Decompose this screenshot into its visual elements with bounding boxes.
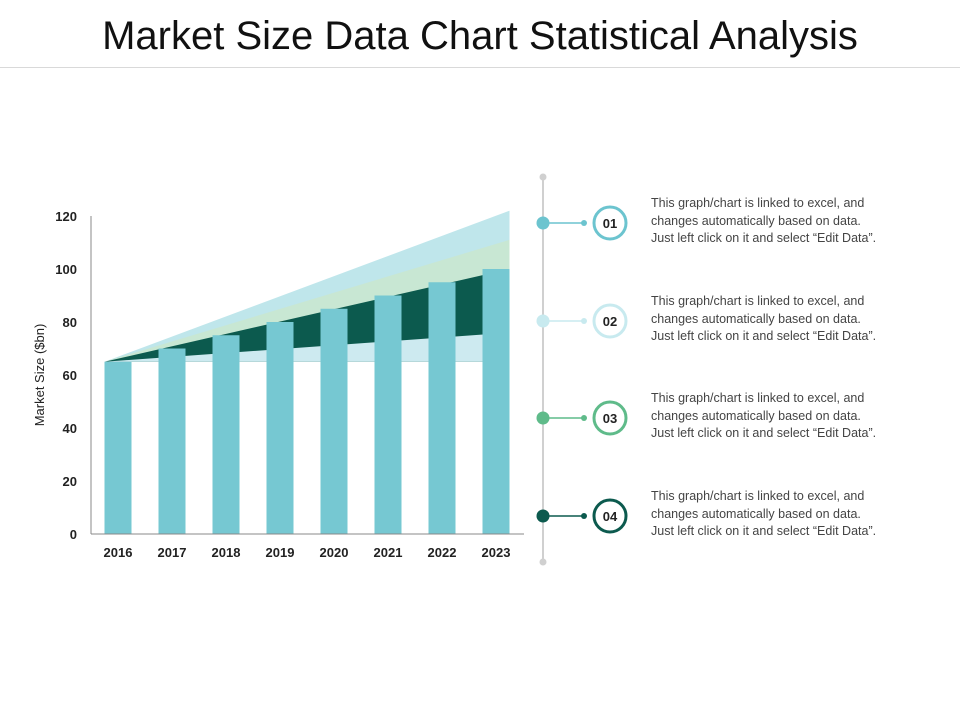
bar-2022 [428,282,456,534]
y-tick-label: 120 [55,209,77,224]
description-line: This graph/chart is linked to excel, and [651,489,865,503]
bar-2016 [104,361,132,534]
description-line: Just left click on it and select “Edit D… [651,426,877,440]
page-title: Market Size Data Chart Statistical Analy… [102,14,858,58]
y-tick-label: 20 [63,474,77,489]
description-line: This graph/chart is linked to excel, and [651,196,865,210]
x-tick-label: 2019 [266,545,295,560]
y-tick-label: 80 [63,315,77,330]
band-3 [104,269,510,362]
y-tick-label: 60 [63,368,77,383]
item-description: This graph/chart is linked to excel, and… [651,195,941,248]
x-tick-label: 2018 [212,545,241,560]
timeline-top-dot [539,173,547,181]
bar-2023 [482,269,510,534]
item-number: 04 [603,509,618,524]
description-line: changes automatically based on data. [651,213,861,228]
bar-2018 [212,335,240,534]
description-line: changes automatically based on data. [651,311,861,326]
item-number-badge [592,303,628,339]
item-number-badge [592,498,628,534]
band-4 [104,332,510,362]
bar-2019 [266,322,294,534]
description-line: Just left click on it and select “Edit D… [651,329,877,343]
description-line: changes automatically based on data. [651,506,861,521]
item-number-badge [592,400,628,436]
item-description: This graph/chart is linked to excel, and… [651,488,941,541]
x-tick-label: 2017 [158,545,187,560]
y-tick-label: 0 [70,527,77,542]
connector-dot [581,513,587,519]
description-line: This graph/chart is linked to excel, and [651,294,865,308]
bar-2021 [374,295,402,534]
title-divider [0,67,960,68]
connector-dot [581,318,587,324]
description-line: Just left click on it and select “Edit D… [651,524,877,538]
y-tick-label: 100 [55,262,77,277]
timeline-bottom-dot [539,558,547,566]
y-tick-label: 40 [63,421,77,436]
x-tick-label: 2023 [482,545,511,560]
connector-dot [581,415,587,421]
bar-2017 [158,348,186,534]
y-axis-label: Market Size ($bn) [32,324,47,427]
x-tick-label: 2016 [104,545,133,560]
item-description: This graph/chart is linked to excel, and… [651,293,941,346]
item-number: 02 [603,314,617,329]
description-line: changes automatically based on data. [651,408,861,423]
description-line: Just left click on it and select “Edit D… [651,231,877,245]
item-number: 01 [603,216,617,231]
x-tick-label: 2021 [374,545,403,560]
bar-2020 [320,308,348,534]
connector-dot [581,220,587,226]
description-line: This graph/chart is linked to excel, and [651,391,865,405]
item-number-badge [592,205,628,241]
x-tick-label: 2020 [320,545,349,560]
x-tick-label: 2022 [428,545,457,560]
item-number: 03 [603,411,617,426]
item-description: This graph/chart is linked to excel, and… [651,390,941,443]
